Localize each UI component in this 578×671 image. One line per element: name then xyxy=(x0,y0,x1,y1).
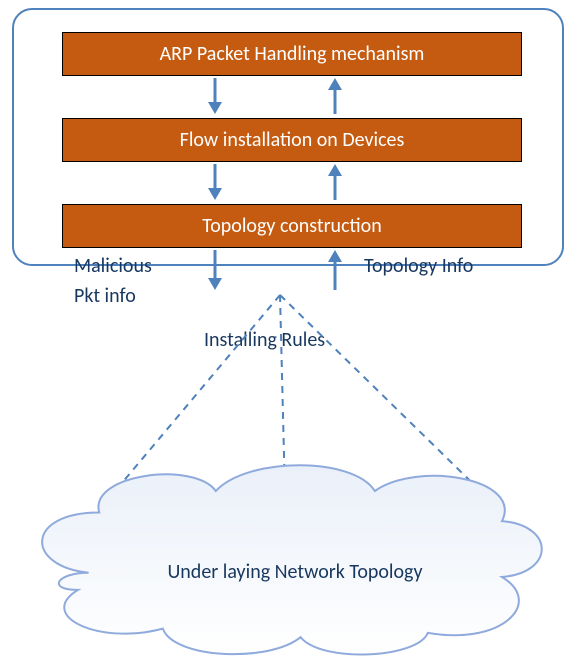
network-cloud xyxy=(25,448,555,663)
arrow-4 xyxy=(203,248,227,294)
layer-arp: ARP Packet Handling mechanism xyxy=(62,32,522,76)
layer-topology: Topology construction xyxy=(62,204,522,248)
layer-arp-label: ARP Packet Handling mechanism xyxy=(160,42,425,66)
arrow-0 xyxy=(203,76,227,118)
arrow-3 xyxy=(323,162,347,204)
arrow-2 xyxy=(203,162,227,204)
cloud-label: Under laying Network Topology xyxy=(145,560,445,584)
annotation-topology-info: Topology Info xyxy=(364,254,473,278)
layer-flow: Flow installation on Devices xyxy=(62,118,522,162)
arrow-5 xyxy=(323,248,347,294)
layer-topology-label: Topology construction xyxy=(202,214,381,238)
layer-flow-label: Flow installation on Devices xyxy=(180,128,405,152)
arrow-1 xyxy=(323,76,347,118)
annotation-malicious: Malicious xyxy=(74,254,152,278)
